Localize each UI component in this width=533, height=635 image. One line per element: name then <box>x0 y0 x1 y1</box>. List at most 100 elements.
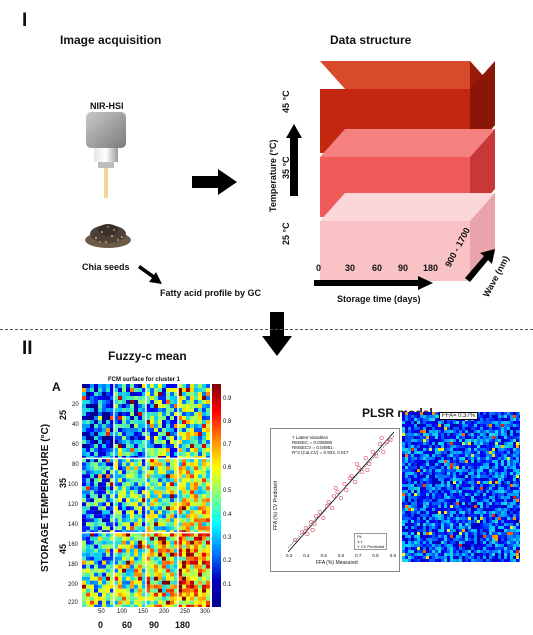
heatmap-cell <box>86 576 90 581</box>
heatmap-cell <box>82 482 86 487</box>
ffa-map-cell <box>480 511 483 514</box>
heatmap-cell <box>86 404 90 408</box>
heatmap-cell <box>106 536 110 541</box>
ffa-map-cell <box>405 421 408 424</box>
ffa-map-cell <box>429 424 432 427</box>
heatmap-cell <box>154 556 158 561</box>
ffa-map-cell <box>516 559 519 562</box>
scatter-point <box>363 455 368 461</box>
heatmap-cell <box>190 444 194 448</box>
heatmap-cell <box>154 404 158 408</box>
heatmap-cell <box>90 404 94 408</box>
heatmap-cell <box>86 564 90 569</box>
heatmap-cell <box>130 412 134 416</box>
heatmap-cell <box>122 444 126 448</box>
heatmap-cell <box>194 444 198 448</box>
ffa-map-cell <box>477 535 480 538</box>
ffa-map-cell <box>471 427 474 430</box>
heatmap-cell <box>154 576 158 581</box>
heatmap-cell <box>202 482 206 487</box>
ffa-map-cell <box>489 502 492 505</box>
ffa-map-cell <box>489 541 492 544</box>
heatmap-cell <box>114 600 118 605</box>
ffa-map-cell <box>483 424 486 427</box>
ffa-map-cell <box>480 412 483 415</box>
ffa-map-cell <box>477 484 480 487</box>
ffa-map-cell <box>447 460 450 463</box>
ffa-map-cell <box>417 535 420 538</box>
ffa-map-cell <box>441 448 444 451</box>
ffa-map-cell <box>426 499 429 502</box>
heatmap-cell <box>98 568 102 573</box>
ffa-map-cell <box>468 514 471 517</box>
heatmap-cell <box>106 564 110 569</box>
ffa-map-cell <box>423 556 426 559</box>
ffa-map-cell <box>429 484 432 487</box>
heatmap-cell <box>86 384 90 388</box>
heatmap-cell <box>178 540 182 545</box>
ffa-map-cell <box>456 514 459 517</box>
ffa-map-cell <box>429 496 432 499</box>
heatmap-cell <box>106 408 110 412</box>
heatmap-cell <box>190 478 194 483</box>
ffa-map-cell <box>402 487 405 490</box>
ffa-map-cell <box>504 529 507 532</box>
heatmap-cell <box>82 522 86 527</box>
heatmap-cell <box>134 478 138 483</box>
ffa-map-cell <box>450 484 453 487</box>
ffa-map-cell <box>501 427 504 430</box>
ffa-map-cell <box>477 505 480 508</box>
heatmap-cell <box>206 412 210 416</box>
heatmap-cell <box>166 584 170 589</box>
heatmap-cell <box>202 444 206 448</box>
heatmap-cell <box>166 580 170 585</box>
ffa-map-cell <box>423 418 426 421</box>
ffa-map-cell <box>501 436 504 439</box>
ffa-map-cell <box>453 442 456 445</box>
ffa-map-cell <box>507 547 510 550</box>
ffa-map-cell <box>438 484 441 487</box>
ffa-map-cell <box>438 439 441 442</box>
heatmap-cell <box>166 482 170 487</box>
heatmap-cell <box>178 580 182 585</box>
ffa-map-cell <box>516 445 519 448</box>
fcm-title: FCM surface for cluster 1 <box>108 377 181 383</box>
ffa-map-cell <box>510 436 513 439</box>
ffa-map-cell <box>402 433 405 436</box>
heatmap-cell <box>202 420 206 424</box>
heatmap-cell <box>118 404 122 408</box>
heatmap-cell <box>130 428 134 432</box>
ffa-map-cell <box>501 454 504 457</box>
ffa-map-cell <box>483 493 486 496</box>
heatmap-cell <box>206 526 210 531</box>
ffa-map-cell <box>489 493 492 496</box>
heatmap-cell <box>150 478 154 483</box>
heatmap-cell <box>206 392 210 396</box>
ffa-map-cell <box>483 478 486 481</box>
ffa-map-cell <box>495 427 498 430</box>
heatmap-cell <box>174 584 178 589</box>
ffa-map-cell <box>507 487 510 490</box>
ffa-map-cell <box>486 556 489 559</box>
ffa-map-cell <box>441 463 444 466</box>
heatmap-cell <box>90 412 94 416</box>
heatmap-cell <box>182 404 186 408</box>
heatmap-cell <box>122 548 126 553</box>
ffa-map-cell <box>459 421 462 424</box>
ffa-map-cell <box>417 478 420 481</box>
ffa-map-cell <box>519 451 520 454</box>
fcm-day-label: 60 <box>122 620 133 630</box>
ffa-map-cell <box>498 481 501 484</box>
heatmap-cell <box>202 416 206 420</box>
ffa-map-cell <box>486 535 489 538</box>
ffa-map-cell <box>519 538 520 541</box>
heatmap-cell <box>186 502 190 507</box>
heatmap-cell <box>142 428 146 432</box>
ffa-map-cell <box>408 427 411 430</box>
heatmap-cell <box>174 540 178 545</box>
heatmap-cell <box>82 502 86 507</box>
ffa-map-cell <box>489 526 492 529</box>
ffa-map-cell <box>417 445 420 448</box>
ffa-map-cell <box>435 436 438 439</box>
heatmap-cell <box>130 452 134 456</box>
